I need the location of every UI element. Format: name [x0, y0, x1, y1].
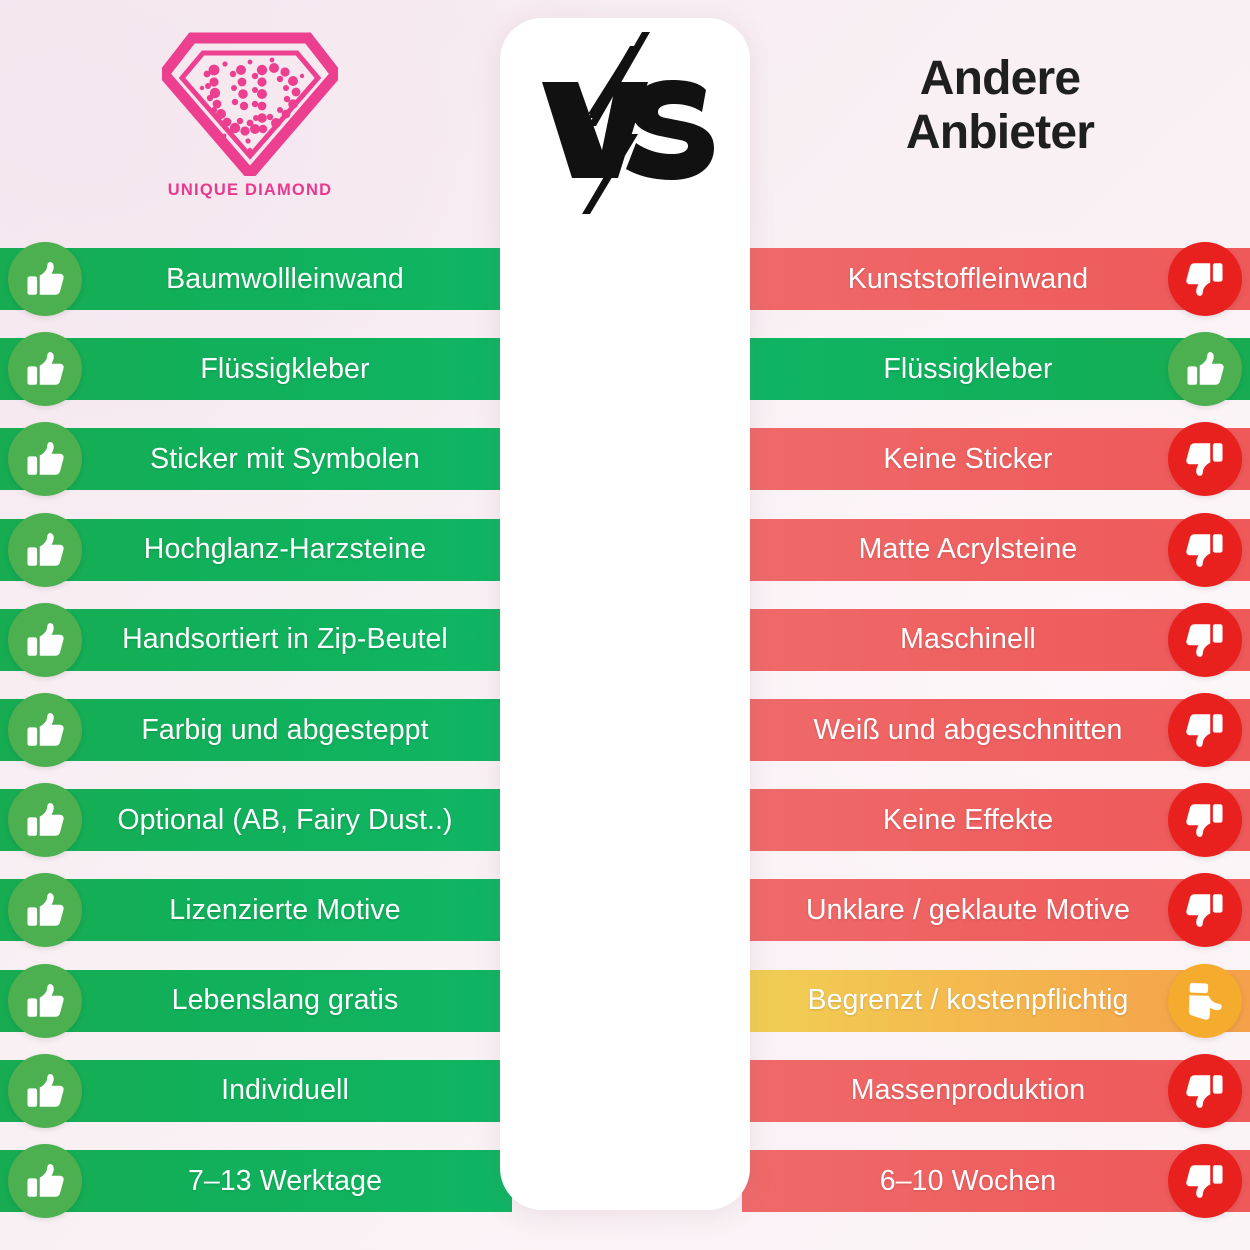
left-value-bar: Baumwollleinwand — [0, 248, 512, 310]
right-value-bar: Keine Sticker — [742, 428, 1250, 491]
diamond-logo-icon — [162, 32, 338, 176]
left-value-bar: Optional (AB, Fairy Dust..) — [0, 789, 512, 852]
thumbs-down-icon — [1168, 1144, 1242, 1218]
thumbs-up-icon — [8, 693, 82, 767]
right-value-text: Matte Acrylsteine — [858, 533, 1078, 566]
thumbs-up-icon — [8, 783, 82, 858]
left-value-bar: Sticker mit Symbolen — [0, 428, 512, 491]
brand-header: UNIQUE DIAMOND — [0, 26, 500, 200]
right-value-bar: Massenproduktion — [742, 1059, 1250, 1122]
thumbs-up-icon — [8, 512, 82, 587]
right-value-text: Keine Sticker — [883, 442, 1053, 475]
right-value-text: 6–10 Wochen — [879, 1164, 1057, 1197]
left-value-text: Optional (AB, Fairy Dust..) — [117, 803, 453, 836]
thumbs-down-icon — [1168, 422, 1242, 497]
left-value-bar: Lizenzierte Motive — [0, 879, 512, 942]
left-value-bar: Lebenslang gratis — [0, 969, 512, 1032]
thumbs-up-icon — [8, 602, 82, 677]
right-value-bar: Matte Acrylsteine — [742, 518, 1250, 581]
thumbs-down-icon — [1168, 242, 1242, 316]
right-value-text: Maschinell — [900, 623, 1036, 656]
right-value-bar: 6–10 Wochen — [742, 1150, 1250, 1212]
left-value-bar: Handsortiert in Zip-Beutel — [0, 608, 512, 671]
left-value-bar: Individuell — [0, 1059, 512, 1122]
thumbs-up-icon — [8, 242, 82, 316]
thumbs-up-icon — [8, 963, 82, 1038]
right-value-bar: Weiß und abgeschnitten — [742, 699, 1250, 761]
rival-title-line1: Andere — [919, 52, 1081, 105]
right-value-text: Unklare / geklaute Motive — [805, 893, 1131, 926]
left-value-bar: Hochglanz-Harzsteine — [0, 518, 512, 581]
thumbs-up-icon — [8, 1053, 82, 1128]
right-value-bar: Begrenzt / kostenpflichtig — [742, 969, 1250, 1032]
right-value-text: Massenproduktion — [850, 1074, 1086, 1107]
right-value-text: Weiß und abgeschnitten — [813, 713, 1123, 746]
right-value-bar: Kunststoffleinwand — [742, 248, 1250, 310]
left-value-text: Hochglanz-Harzsteine — [143, 533, 427, 566]
rival-title-line2: Anbieter — [905, 105, 1095, 159]
comparison-row: Farbig und abgesteppt Weiß und abgeschnit… — [0, 693, 1250, 767]
brand-name: UNIQUE DIAMOND — [167, 181, 333, 199]
vs-icon — [542, 32, 714, 214]
right-value-bar: Maschinell — [742, 608, 1250, 671]
left-value-text: Sticker mit Symbolen — [150, 442, 420, 475]
thumbs-down-icon — [1168, 1053, 1242, 1128]
left-value-text: Farbig und abgesteppt — [141, 713, 429, 746]
rival-header: Andere Anbieter — [750, 52, 1250, 160]
center-panel — [500, 18, 750, 1210]
thumbs-down-icon — [1168, 873, 1242, 948]
comparison-row: BaumwollleinwandKunststoffleinwandLeinwa… — [0, 242, 1250, 316]
right-value-text: Keine Effekte — [882, 803, 1054, 836]
right-value-text: Flüssigkleber — [883, 352, 1053, 385]
thumbs-up-icon — [8, 422, 82, 497]
left-value-bar: Flüssigkleber — [0, 338, 512, 401]
left-value-bar: Farbig und abgesteppt — [0, 699, 512, 761]
thumbs-up-icon — [8, 332, 82, 407]
thumbs-up-icon — [1168, 332, 1242, 407]
left-value-text: 7–13 Werktage — [187, 1164, 383, 1197]
comparison-row: IndividuellMassenproduktionFertigung — [0, 1053, 1250, 1128]
right-value-bar: Keine Effekte — [742, 789, 1250, 852]
left-value-text: Lebenslang gratis — [171, 984, 399, 1017]
thumbs-sideways-icon — [1168, 963, 1242, 1038]
comparison-row: Lebenslang gratis Begrenzt / kostenpflich… — [0, 963, 1250, 1038]
left-value-text: Baumwollleinwand — [166, 262, 404, 295]
thumbs-down-icon — [1168, 783, 1242, 858]
right-value-text: Kunststoffleinwand — [847, 262, 1089, 295]
comparison-row: FlüssigkleberFlüssigkleberKleber — [0, 332, 1250, 407]
thumbs-down-icon — [1168, 512, 1242, 587]
thumbs-down-icon — [1168, 693, 1242, 767]
thumbs-up-icon — [8, 873, 82, 948]
left-value-bar: 7–13 Werktage — [0, 1150, 512, 1212]
thumbs-down-icon — [1168, 602, 1242, 677]
right-value-text: Begrenzt / kostenpflichtig — [807, 984, 1129, 1017]
left-value-text: Lizenzierte Motive — [169, 893, 401, 926]
thumbs-up-icon — [8, 1144, 82, 1218]
right-value-bar: Unklare / geklaute Motive — [742, 879, 1250, 942]
left-value-text: Flüssigkleber — [200, 352, 370, 385]
left-value-text: Individuell — [221, 1074, 349, 1107]
left-value-text: Handsortiert in Zip-Beutel — [122, 623, 448, 656]
right-value-bar: Flüssigkleber — [742, 338, 1250, 401]
